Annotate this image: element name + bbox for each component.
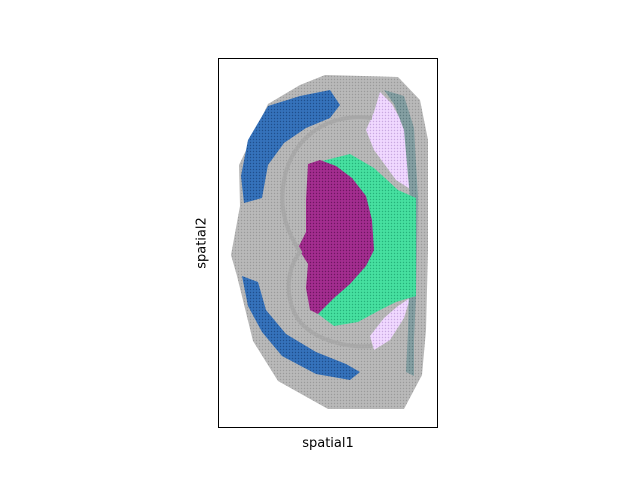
inner-ring [280, 115, 373, 349]
series-point-region-pink-lower [370, 298, 410, 350]
series-point-region-cortex-lower [242, 276, 360, 380]
data-points [231, 75, 428, 409]
series-point-region-pink-upper [366, 92, 418, 194]
x-axis-label: spatial1 [302, 436, 354, 451]
series-point-region-edge-strip [384, 90, 418, 376]
y-axis-label: spatial2 [194, 217, 210, 269]
series-point-region-core [298, 160, 374, 314]
series-point-region-cortex [241, 90, 340, 203]
